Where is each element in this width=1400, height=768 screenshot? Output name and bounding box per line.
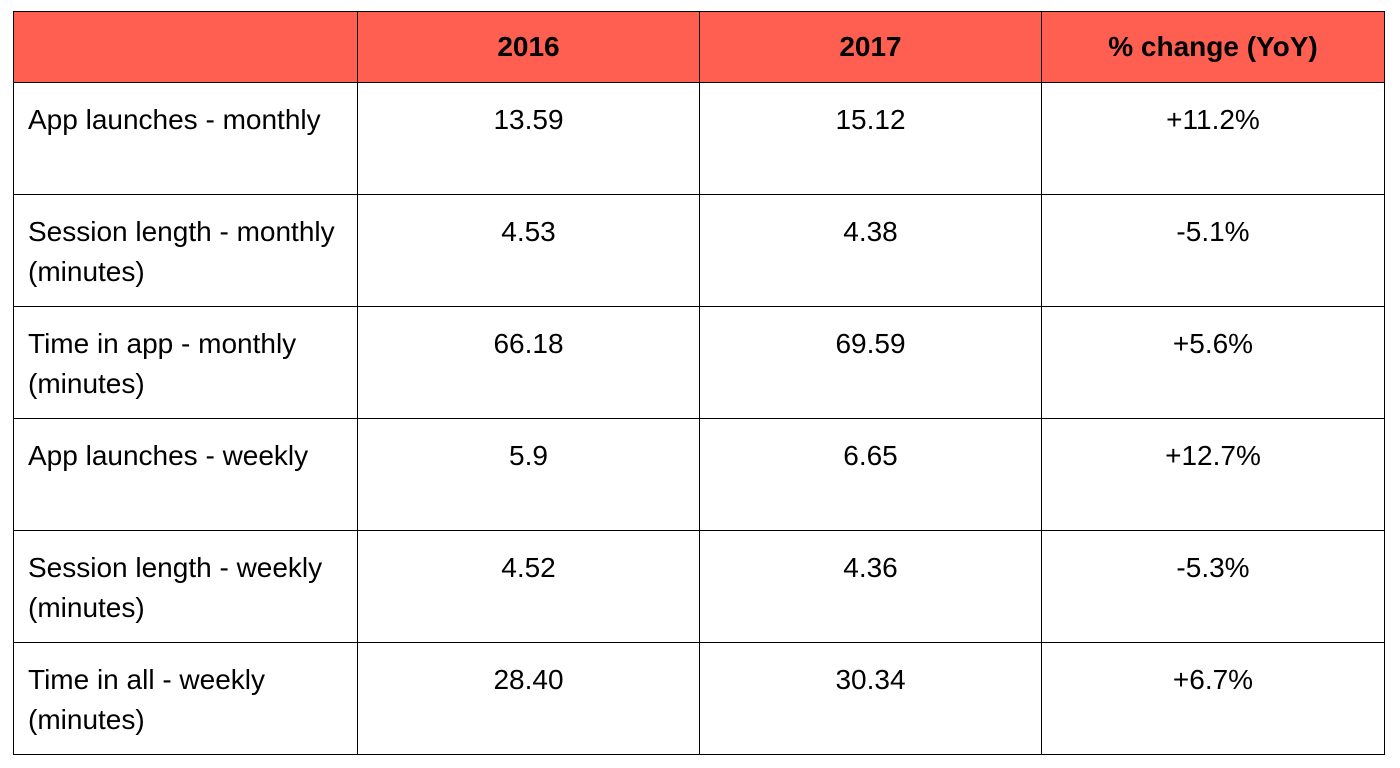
table-row: Session length - monthly (minutes) 4.53 … [13,194,1385,307]
value-change: +12.7% [1041,418,1385,531]
value-change: -5.3% [1041,530,1385,643]
value-2017: 69.59 [699,306,1042,419]
value-2016: 28.40 [357,642,700,755]
table-row: App launches - weekly 5.9 6.65 +12.7% [13,418,1385,531]
metric-label: Time in all - weekly (minutes) [13,642,358,755]
value-2016: 4.53 [357,194,700,307]
value-2017: 4.36 [699,530,1042,643]
value-2016: 5.9 [357,418,700,531]
value-change: -5.1% [1041,194,1385,307]
metric-label: Session length - monthly (minutes) [13,194,358,307]
value-2017: 15.12 [699,82,1042,195]
value-2017: 4.38 [699,194,1042,307]
table-row: Session length - weekly (minutes) 4.52 4… [13,530,1385,643]
value-change: +5.6% [1041,306,1385,419]
metric-label: Session length - weekly (minutes) [13,530,358,643]
value-2017: 6.65 [699,418,1042,531]
metric-label: App launches - monthly [13,82,358,195]
metric-label: App launches - weekly [13,418,358,531]
table-row: Time in all - weekly (minutes) 28.40 30.… [13,642,1385,755]
metric-label: Time in app - monthly (minutes) [13,306,358,419]
header-cell-2017: 2017 [699,11,1042,83]
metrics-table: 2016 2017 % change (YoY) App launches - … [13,11,1385,755]
header-cell-2016: 2016 [357,11,700,83]
value-2016: 4.52 [357,530,700,643]
header-row: 2016 2017 % change (YoY) [13,11,1385,83]
header-cell-metric [13,11,358,83]
value-change: +6.7% [1041,642,1385,755]
table-row: App launches - monthly 13.59 15.12 +11.2… [13,82,1385,195]
value-2016: 13.59 [357,82,700,195]
value-2016: 66.18 [357,306,700,419]
table-row: Time in app - monthly (minutes) 66.18 69… [13,306,1385,419]
header-cell-change: % change (YoY) [1041,11,1385,83]
value-2017: 30.34 [699,642,1042,755]
value-change: +11.2% [1041,82,1385,195]
